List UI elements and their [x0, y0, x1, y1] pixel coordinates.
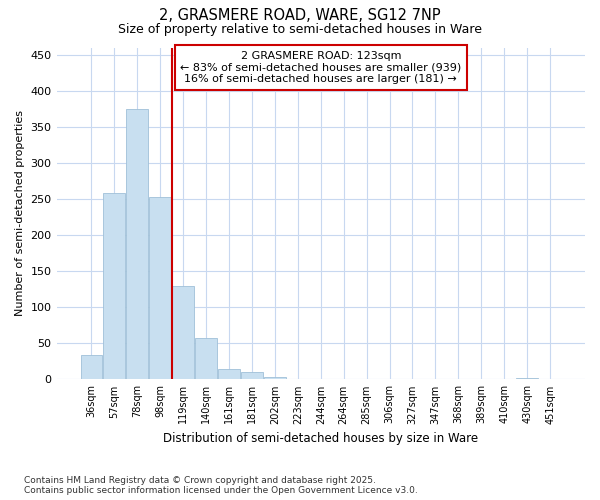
Bar [127, 109, 148, 380]
Bar [195, 338, 217, 380]
Bar [80, 355, 103, 380]
Text: Size of property relative to semi-detached houses in Ware: Size of property relative to semi-detach… [118, 22, 482, 36]
Bar [218, 368, 240, 380]
Bar [149, 197, 171, 380]
Bar [264, 376, 286, 380]
Bar [241, 372, 263, 380]
Bar [516, 378, 538, 380]
Text: 2 GRASMERE ROAD: 123sqm
← 83% of semi-detached houses are smaller (939)
16% of s: 2 GRASMERE ROAD: 123sqm ← 83% of semi-de… [180, 51, 461, 84]
Y-axis label: Number of semi-detached properties: Number of semi-detached properties [15, 110, 25, 316]
X-axis label: Distribution of semi-detached houses by size in Ware: Distribution of semi-detached houses by … [163, 432, 478, 445]
Bar [172, 286, 194, 380]
Bar [103, 194, 125, 380]
Text: 2, GRASMERE ROAD, WARE, SG12 7NP: 2, GRASMERE ROAD, WARE, SG12 7NP [159, 8, 441, 22]
Text: Contains public sector information licensed under the Open Government Licence v3: Contains public sector information licen… [24, 486, 418, 495]
Text: Contains HM Land Registry data © Crown copyright and database right 2025.: Contains HM Land Registry data © Crown c… [24, 476, 376, 485]
